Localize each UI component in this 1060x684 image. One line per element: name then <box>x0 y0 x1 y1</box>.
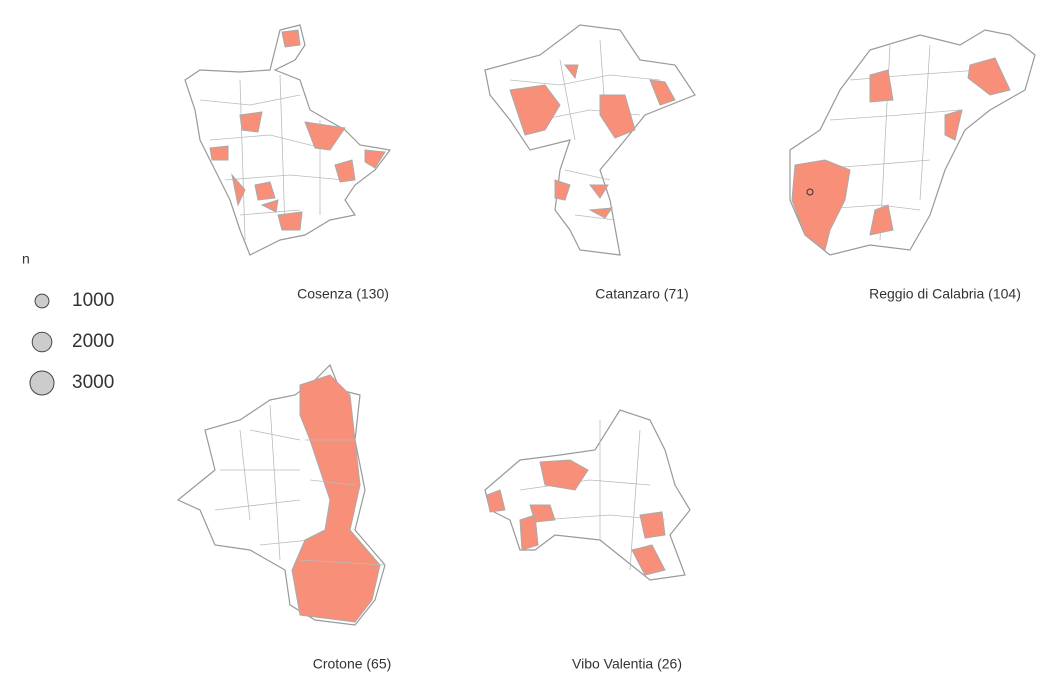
legend-symbol <box>29 370 55 396</box>
panel-label: Cosenza (130) <box>297 286 389 302</box>
map-vibo <box>484 409 691 581</box>
point <box>806 188 814 196</box>
map-reggio <box>789 29 1036 256</box>
panel-label: Catanzaro (71) <box>595 286 688 302</box>
panel-label: Vibo Valentia (26) <box>572 656 682 672</box>
panel-label: Reggio di Calabria (104) <box>869 286 1021 302</box>
map-catanzaro <box>484 24 696 256</box>
panel-label: Crotone (65) <box>313 656 392 672</box>
legend-symbol <box>34 293 50 309</box>
legend-title: n <box>22 251 30 267</box>
legend-label: 2000 <box>72 331 114 352</box>
map-crotone <box>176 363 386 626</box>
legend-label: 3000 <box>72 372 114 393</box>
map-cosenza <box>184 24 392 256</box>
legend-symbol <box>31 331 53 353</box>
legend-label: 1000 <box>72 290 114 311</box>
